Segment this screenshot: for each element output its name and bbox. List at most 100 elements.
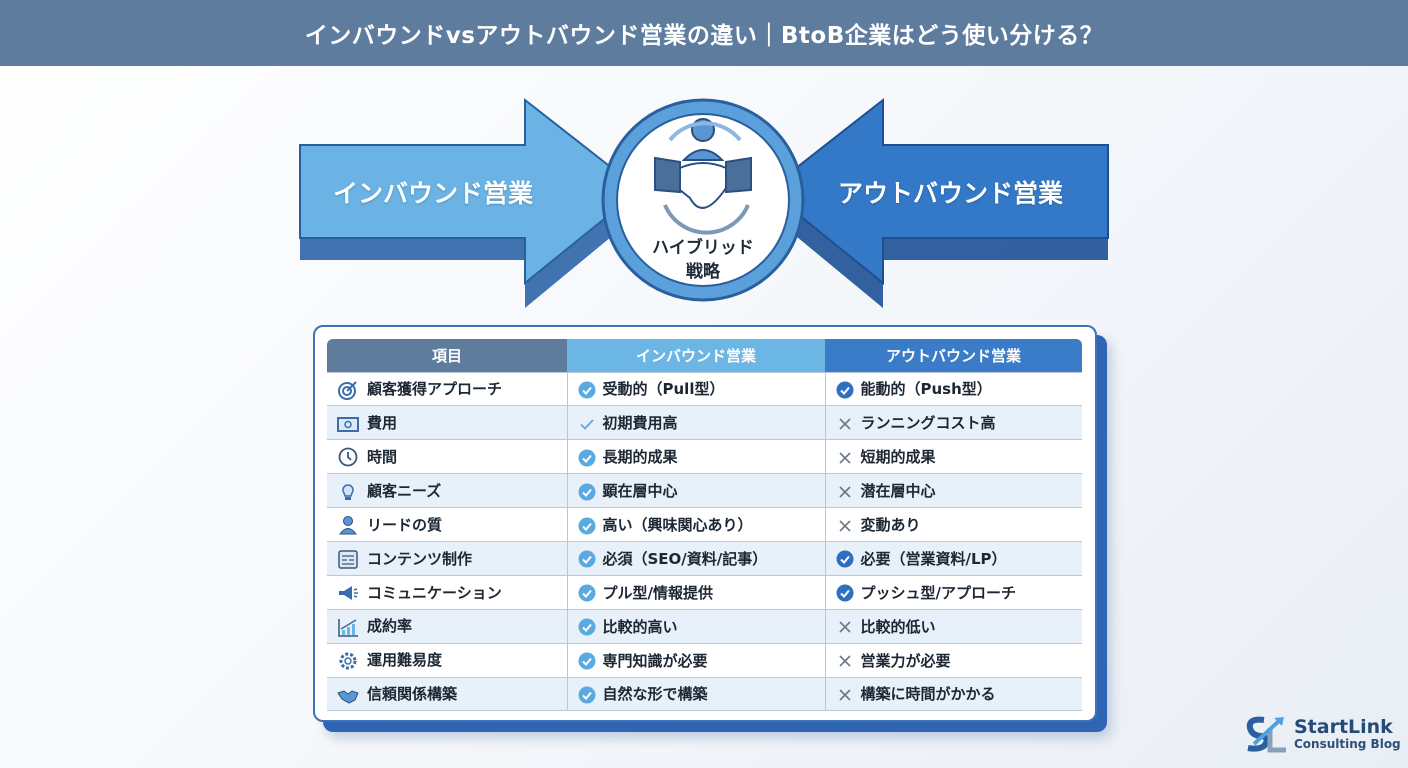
table-row: 信頼関係構築 自然な形で構築 構築に時間がかかる	[327, 676, 1082, 712]
x-icon	[838, 621, 851, 633]
table-row: コンテンツ制作 必須（SEO/資料/記事） 必要（営業資料/LP）	[327, 540, 1082, 576]
item-label: リードの質	[367, 515, 443, 534]
inbound-cell: 高い（興味関心あり）	[566, 507, 826, 542]
gear-icon	[339, 652, 357, 670]
outbound-value: 変動あり	[860, 516, 921, 534]
inbound-label: インバウンド営業	[333, 179, 534, 208]
table-row: 成約率 比較的高い 比較的低い	[327, 608, 1082, 644]
x-icon	[838, 655, 851, 667]
inbound-arrow	[299, 97, 642, 308]
outbound-value: 潜在層中心	[860, 482, 936, 501]
x-icon	[838, 519, 851, 532]
table-row: 顧客獲得アプローチ 受動的（Pull型） 能動的（Push型）	[327, 371, 1082, 407]
table-row: 時間 長期的成果 短期的成果	[327, 439, 1082, 475]
outbound-cell: プッシュ型/アプローチ	[824, 574, 1082, 610]
x-icon	[838, 418, 851, 430]
inbound-cell: 初期費用高	[566, 405, 826, 441]
x-icon	[838, 452, 851, 464]
check-circle-icon	[578, 517, 595, 534]
check-circle-icon	[578, 652, 595, 670]
item-cell: コミュニケーション	[327, 574, 568, 610]
inbound-value: 自然な形で構築	[602, 685, 708, 704]
x-icon	[838, 486, 851, 498]
handshake-icon	[654, 118, 752, 235]
outbound-value: 比較的低い	[860, 617, 936, 636]
inbound-value: 高い（興味関心あり）	[602, 516, 753, 534]
x-icon	[838, 689, 851, 701]
table-row: リードの質 高い（興味関心あり） 変動あり	[327, 507, 1082, 542]
outbound-arrow	[766, 97, 1109, 308]
outbound-cell: ランニングコスト高	[824, 405, 1082, 441]
table-row: 費用 初期費用高 ランニングコスト高	[327, 405, 1082, 441]
outbound-value: プッシュ型/アプローチ	[860, 583, 1016, 602]
outbound-cell: 比較的低い	[824, 608, 1082, 644]
outbound-value: 短期的成果	[860, 448, 936, 467]
inbound-value: 比較的高い	[602, 617, 678, 636]
inbound-cell: 自然な形で構築	[566, 676, 826, 712]
item-label: 信頼関係構築	[367, 685, 458, 704]
logo-name: StartLink	[1294, 716, 1393, 738]
table-row: コミュニケーション プル型/情報提供 プッシュ型/アプローチ	[327, 574, 1082, 610]
check-circle-icon	[578, 483, 595, 501]
lightbulb-icon	[342, 484, 354, 501]
inbound-cell: 顕在層中心	[566, 473, 826, 509]
logo-mark-icon	[1246, 716, 1286, 753]
outbound-cell: 構築に時間がかかる	[824, 676, 1082, 712]
item-cell: 時間	[327, 439, 568, 475]
inbound-value: 専門知識が必要	[602, 651, 708, 670]
inbound-cell: プル型/情報提供	[566, 574, 826, 610]
hybrid-line2: 戦略	[686, 262, 720, 282]
item-label: 顧客ニーズ	[367, 481, 442, 500]
comparison-table: 項目 インバウンド営業 アウトバウンド営業 顧客獲得アプローチ 受動的（Pull…	[327, 339, 1082, 712]
item-cell: 費用	[327, 405, 568, 441]
check-circle-icon	[578, 449, 595, 467]
header-outbound: アウトバウンド営業	[825, 339, 1082, 372]
item-cell: 運用難易度	[327, 642, 568, 678]
page-title: インバウンドvsアウトバウンド営業の違い｜BtoB企業はどう使い分ける？	[0, 0, 1408, 66]
inbound-cell: 必須（SEO/資料/記事）	[566, 540, 826, 576]
outbound-value: 構築に時間がかかる	[860, 685, 996, 704]
check-circle-icon	[578, 584, 595, 602]
item-label: 顧客獲得アプローチ	[367, 380, 503, 399]
check-circle-icon	[578, 686, 595, 704]
outbound-cell: 潜在層中心	[824, 473, 1082, 509]
handshake-icon	[337, 690, 359, 704]
outbound-value: 能動的（Push型）	[860, 380, 992, 399]
inbound-value: 初期費用高	[602, 414, 678, 433]
item-label: 費用	[367, 414, 398, 433]
inbound-cell: 長期的成果	[566, 439, 826, 475]
item-label: 時間	[367, 447, 398, 466]
header-item: 項目	[327, 339, 567, 372]
hybrid-strategy-label: ハイブリッド 戦略	[643, 236, 763, 284]
outbound-cell: 変動あり	[824, 507, 1082, 542]
inbound-value: 長期的成果	[602, 448, 678, 467]
person-icon	[339, 516, 357, 535]
startlink-logo: StartLink Consulting Blog	[1244, 714, 1401, 754]
check-circle-icon	[836, 584, 853, 602]
item-label: 成約率	[367, 617, 413, 636]
clock-icon	[338, 448, 358, 467]
check-circle-icon	[836, 550, 853, 568]
check-circle-icon	[578, 618, 595, 636]
header-inbound: インバウンド営業	[567, 339, 825, 372]
check-icon	[579, 419, 594, 430]
megaphone-icon	[339, 586, 358, 601]
outbound-cell: 営業力が必要	[824, 642, 1082, 678]
item-label: コンテンツ制作	[367, 549, 473, 568]
hybrid-line1: ハイブリッド	[652, 238, 754, 258]
table-row: 運用難易度 専門知識が必要 営業力が必要	[327, 642, 1082, 678]
item-cell: 成約率	[327, 608, 568, 644]
item-cell: 顧客ニーズ	[327, 473, 568, 509]
logo-sub: Consulting Blog	[1294, 737, 1401, 751]
item-cell: リードの質	[327, 507, 568, 542]
outbound-value: 営業力が必要	[860, 651, 951, 670]
check-circle-icon	[578, 381, 595, 399]
outbound-value: ランニングコスト高	[860, 414, 996, 433]
inbound-cell: 受動的（Pull型）	[566, 371, 826, 407]
outbound-cell: 必要（営業資料/LP）	[824, 540, 1082, 576]
inbound-cell: 比較的高い	[566, 608, 826, 644]
check-circle-icon	[836, 381, 853, 399]
inbound-cell: 専門知識が必要	[566, 642, 826, 678]
outbound-label: アウトバウンド営業	[838, 179, 1064, 208]
hero-diagram	[299, 97, 1109, 308]
